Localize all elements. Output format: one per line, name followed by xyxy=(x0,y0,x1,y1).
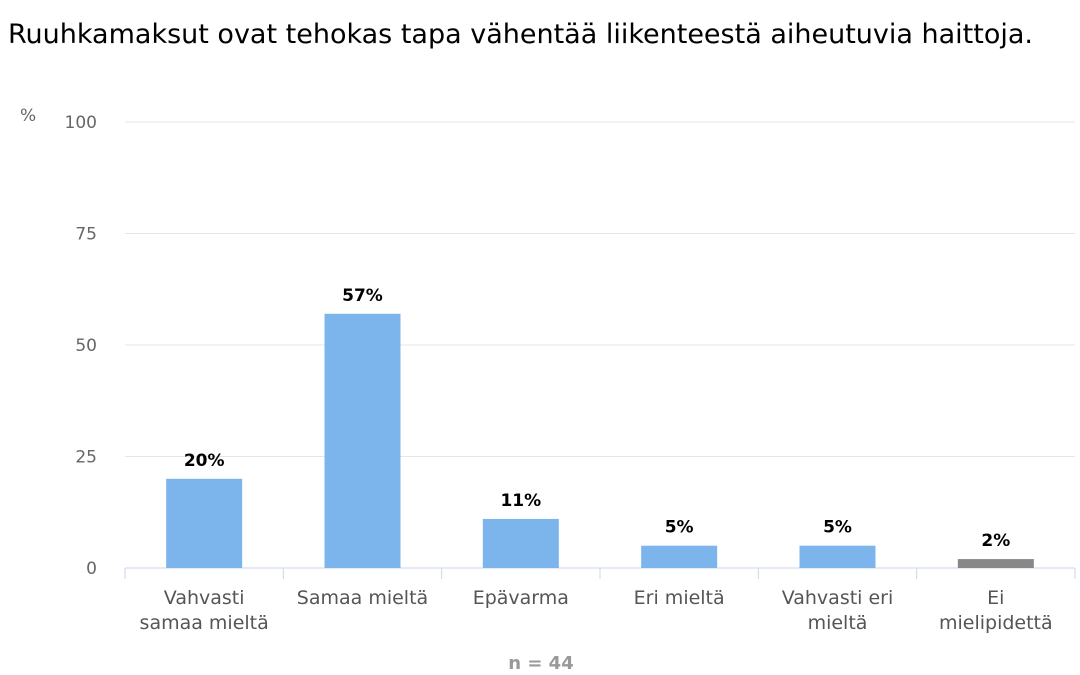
data-label: 5% xyxy=(823,518,852,538)
bar xyxy=(324,313,401,568)
bar xyxy=(482,518,559,568)
y-tick-label: 25 xyxy=(75,448,97,468)
bar xyxy=(641,545,718,568)
data-label: 2% xyxy=(981,531,1010,551)
sample-size-note: n = 44 xyxy=(508,653,573,674)
labels: 0 25 50 75 100% 20% Vahvasti samaa mieltä 57% Sam… xyxy=(20,106,1053,674)
chart-title: Ruuhkamaksut ovat tehokas tapa vähentää … xyxy=(8,19,1033,50)
y-tick-label: 0 xyxy=(86,559,97,579)
data-label: 11% xyxy=(500,491,541,511)
data-label: 57% xyxy=(342,286,383,306)
y-tick-label: 75 xyxy=(75,225,97,245)
bar xyxy=(166,478,243,568)
x-tick-label: Vahvasti samaa mieltä xyxy=(140,587,269,634)
y-tick-label: 50 xyxy=(75,336,97,356)
data-label: 5% xyxy=(665,518,694,538)
x-axis xyxy=(124,567,1076,579)
x-tick-label: Vahvasti eri mieltä xyxy=(782,587,894,634)
bar xyxy=(957,559,1034,568)
data-label: 20% xyxy=(184,451,225,471)
gridlines xyxy=(125,121,1075,457)
x-tick-label: Eri mieltä xyxy=(634,587,725,609)
x-tick-label: Samaa mieltä xyxy=(297,587,428,609)
y-tick-label: 100 xyxy=(65,113,97,133)
bar xyxy=(799,545,876,568)
x-tick-label: Ei mielipidettä xyxy=(939,587,1053,634)
y-axis-label: % xyxy=(20,106,36,126)
bars xyxy=(166,313,1034,568)
x-tick-label: Epävarma xyxy=(473,587,569,609)
